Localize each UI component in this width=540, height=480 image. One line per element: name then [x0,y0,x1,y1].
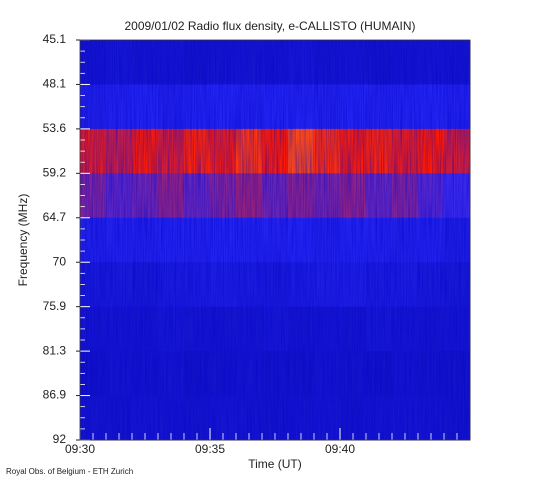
y-tick-label: 86.9 [43,388,67,402]
x-tick-label: 09:30 [65,442,95,456]
y-tick-label: 75.9 [43,299,67,313]
x-tick-label: 09:35 [195,442,225,456]
y-tick-label: 59.2 [43,166,67,180]
plot-frame [79,39,471,441]
y-tick-label: 48.1 [43,77,67,91]
y-tick-label: 53.6 [43,121,67,135]
y-tick-label: 92 [53,432,67,446]
x-tick-label: 09:40 [325,442,355,456]
y-tick-label: 64.7 [43,210,67,224]
plot-area [80,40,471,441]
y-tick-label: 45.1 [43,32,67,46]
footer: Royal Obs. of Belgium - ETH Zurich [6,467,133,476]
y-axis-label: Frequency (MHz) [16,194,30,287]
y-tick-label: 81.3 [43,343,67,357]
y-tick-label: 70 [53,254,67,268]
texture [80,40,470,440]
x-axis-label: Time (UT) [248,457,302,471]
chart-title: 2009/01/02 Radio flux density, e-CALLIST… [124,19,415,33]
